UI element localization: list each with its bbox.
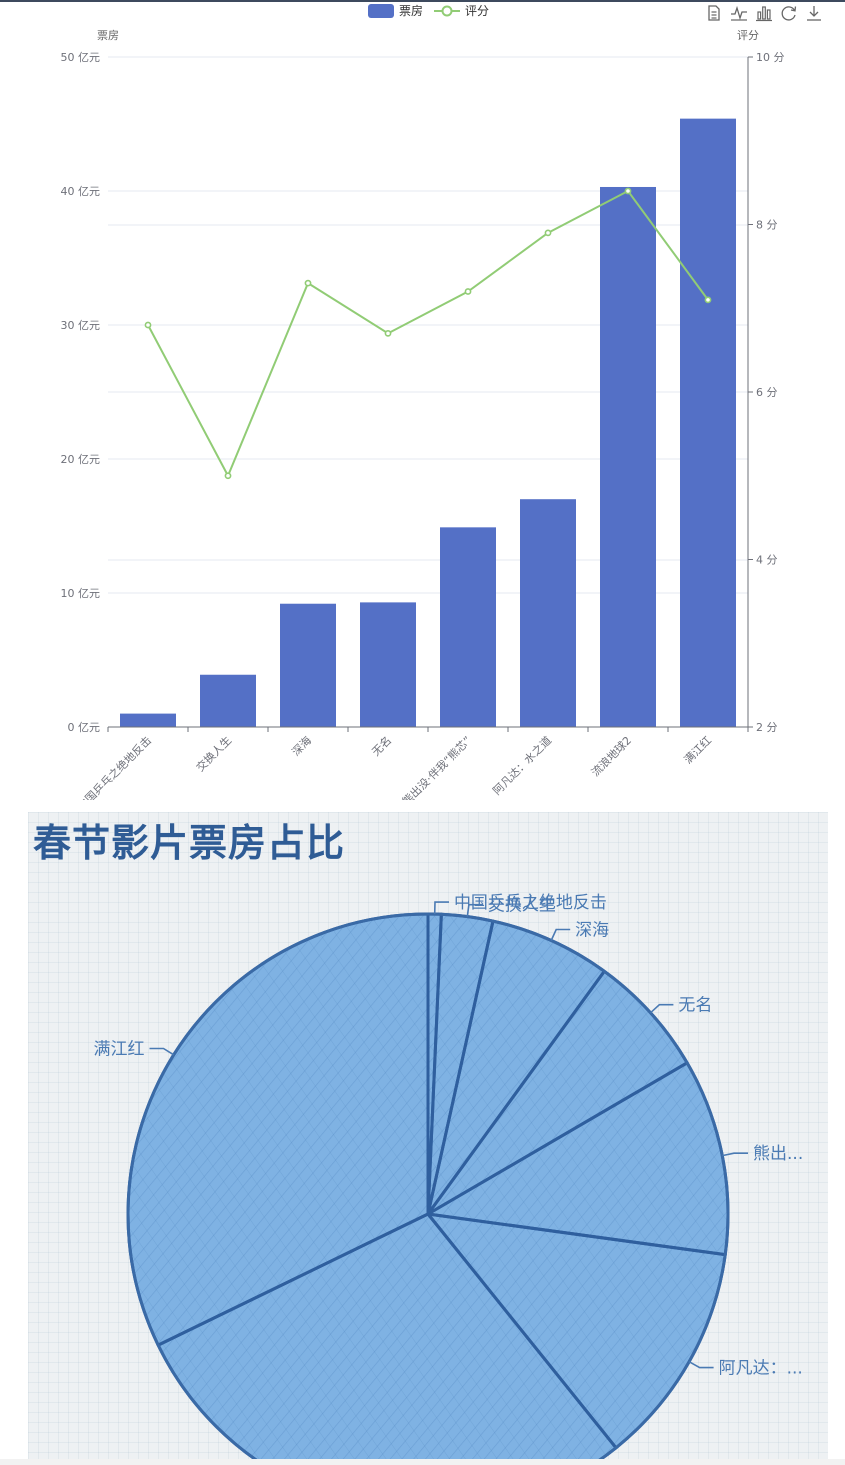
rating-point xyxy=(464,288,472,295)
bar xyxy=(520,499,576,727)
y-left-tick-label: 30 亿元 xyxy=(61,319,101,332)
bottom-strip xyxy=(0,1459,845,1465)
pie-leader-line xyxy=(722,1152,748,1157)
rating-point xyxy=(704,296,712,304)
pie-slice-label: 满江红 xyxy=(94,1039,145,1059)
legend-bar-label: 票房 xyxy=(399,3,423,18)
pie-slice-label: 无名 xyxy=(678,996,712,1016)
rating-polyline xyxy=(147,189,709,479)
y-right-tick-label: 8 分 xyxy=(756,219,778,232)
rating-point xyxy=(624,187,632,195)
pie-slice-label: 深海 xyxy=(575,921,609,941)
y-left-tick-label: 0 亿元 xyxy=(68,721,101,734)
top-border xyxy=(0,0,845,2)
bar xyxy=(600,186,656,728)
bar xyxy=(200,674,256,727)
legend-line-label: 评分 xyxy=(465,4,489,18)
box-office-bars xyxy=(120,118,736,728)
y-left-tick-label: 10 亿元 xyxy=(61,587,101,600)
y-right-tick-label: 4 分 xyxy=(756,554,778,567)
x-tick-label: 交换人生 xyxy=(193,733,234,774)
y-right-axis-title: 评分 xyxy=(737,29,759,42)
y-right-tick-label: 10 分 xyxy=(756,51,785,64)
pie-leader-line xyxy=(649,1003,674,1014)
y-left-tick-label: 40 亿元 xyxy=(61,185,101,198)
x-tick-label: 中国乒乓之绝地反击 xyxy=(74,733,154,800)
pie-title: 春节影片票房占比 xyxy=(33,821,346,865)
legend: 票房 评分 xyxy=(368,3,489,18)
pie-leader-line xyxy=(433,901,449,915)
data-view-icon[interactable] xyxy=(705,4,723,22)
x-tick-label: 深海 xyxy=(289,733,314,758)
chart-toolbox xyxy=(705,4,823,22)
pie-leader-line xyxy=(466,903,483,917)
rating-point xyxy=(144,321,152,329)
y-right-tick-label: 2 分 xyxy=(756,721,778,734)
legend-bar-swatch xyxy=(368,4,394,18)
save-image-icon[interactable] xyxy=(805,4,823,22)
bar xyxy=(680,118,736,727)
x-tick-label: 满江红 xyxy=(682,734,715,767)
y-left-axis-title: 票房 xyxy=(97,29,119,42)
rating-point xyxy=(544,229,552,237)
rating-point xyxy=(304,279,312,287)
pie-slice-label: 熊出... xyxy=(753,1144,803,1164)
bar-switch-icon[interactable] xyxy=(755,4,773,22)
x-tick-label: 无名 xyxy=(369,733,394,758)
bar xyxy=(360,602,416,727)
axes: 票房 评分 0 亿元 10 亿元 20 亿元 30 亿元 40 亿元 50 亿元 2 分 4 分 6… xyxy=(61,29,785,800)
rating-point xyxy=(224,472,232,480)
x-tick-label: 流浪地球2 xyxy=(588,733,634,779)
restore-icon[interactable] xyxy=(780,4,798,22)
y-left-tick-label: 50 亿元 xyxy=(61,51,101,64)
pie-leader-line xyxy=(550,928,571,941)
pie-slice-label: 阿凡达：... xyxy=(719,1359,803,1379)
pie-slice-label: 交换人生 xyxy=(488,896,556,916)
legend-line-marker xyxy=(441,5,453,17)
y-left-tick-label: 20 亿元 xyxy=(61,453,101,466)
rating-line xyxy=(144,187,712,480)
bar xyxy=(120,713,176,727)
pie-leader-line xyxy=(688,1361,714,1369)
line-switch-icon[interactable] xyxy=(730,4,748,22)
x-tick-label: 阿凡达：水之道 xyxy=(490,733,554,797)
pie-leader-line xyxy=(149,1047,175,1056)
y-right-tick-label: 6 分 xyxy=(756,386,778,399)
rating-point xyxy=(384,329,392,337)
bar xyxy=(280,603,336,727)
bar xyxy=(440,527,496,727)
x-tick-label: 熊出没·伴我“熊芯” xyxy=(399,733,474,800)
pie-outline xyxy=(126,912,730,1462)
pie-slice-label: 中国乒乓之绝地反击 xyxy=(454,893,607,913)
